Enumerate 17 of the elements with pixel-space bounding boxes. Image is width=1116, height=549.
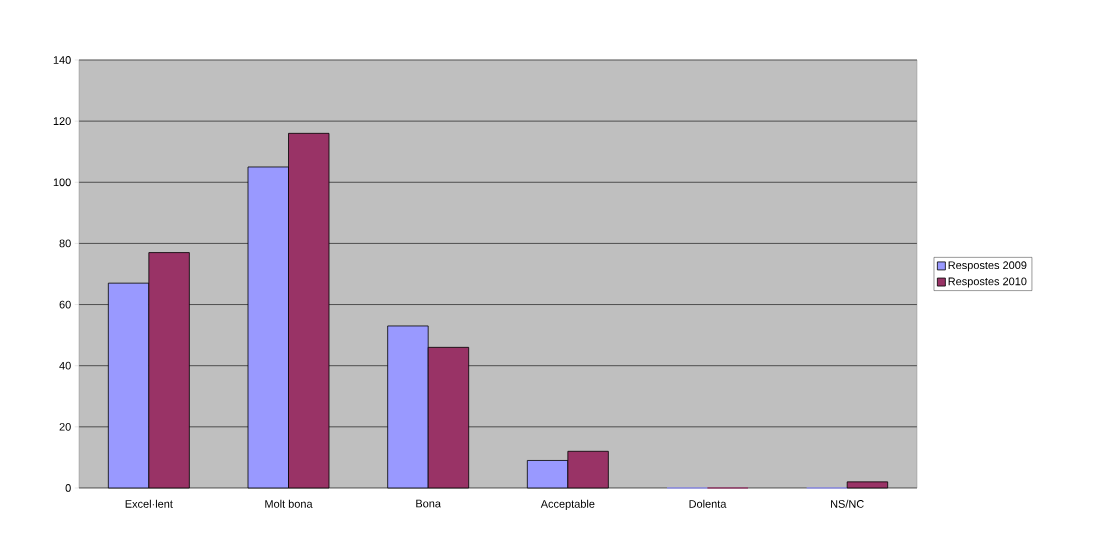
x-tick-label: Dolenta [689,499,727,508]
bar [846,481,889,489]
y-tick-label: 40 [59,361,71,370]
y-tick-label: 100 [53,178,71,187]
y-tick-label: 140 [53,56,71,64]
y-tick-label: 120 [53,117,71,126]
legend-label: Respostes 2009 [948,261,1027,272]
x-tick-label: NS/NC [831,499,864,508]
x-tick-label: Molt bona [265,499,313,508]
y-tick-label: 20 [59,422,71,431]
y-tick-label: 0 [65,484,71,492]
y-tick-label: 60 [59,300,71,309]
y-tick-label: 80 [59,239,71,248]
x-tick-label: Acceptable [540,499,595,510]
legend-label: Respostes 2010 [948,277,1027,288]
x-tick-label: Bona [416,499,441,508]
x-tick-label: Excel·lent [125,499,173,508]
